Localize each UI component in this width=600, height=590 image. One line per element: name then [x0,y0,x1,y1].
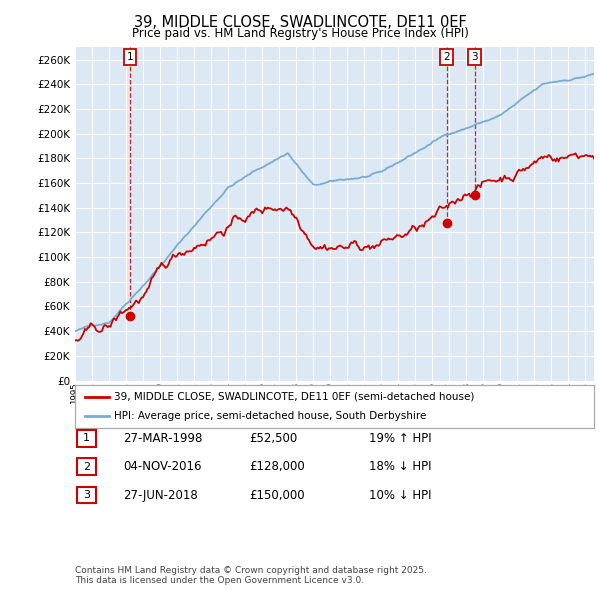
Text: 27-JUN-2018: 27-JUN-2018 [123,489,198,502]
FancyBboxPatch shape [77,487,96,503]
Text: 19% ↑ HPI: 19% ↑ HPI [369,432,431,445]
Text: HPI: Average price, semi-detached house, South Derbyshire: HPI: Average price, semi-detached house,… [114,411,426,421]
Text: 10% ↓ HPI: 10% ↓ HPI [369,489,431,502]
Text: Price paid vs. HM Land Registry's House Price Index (HPI): Price paid vs. HM Land Registry's House … [131,27,469,40]
Text: 1: 1 [83,434,90,443]
FancyBboxPatch shape [77,430,96,447]
Text: 1: 1 [127,52,133,62]
Text: 3: 3 [83,490,90,500]
Text: 18% ↓ HPI: 18% ↓ HPI [369,460,431,473]
Text: £150,000: £150,000 [249,489,305,502]
FancyBboxPatch shape [77,458,96,475]
Text: £52,500: £52,500 [249,432,297,445]
Text: Contains HM Land Registry data © Crown copyright and database right 2025.
This d: Contains HM Land Registry data © Crown c… [75,566,427,585]
Text: 39, MIDDLE CLOSE, SWADLINCOTE, DE11 0EF: 39, MIDDLE CLOSE, SWADLINCOTE, DE11 0EF [134,15,466,30]
Text: 39, MIDDLE CLOSE, SWADLINCOTE, DE11 0EF (semi-detached house): 39, MIDDLE CLOSE, SWADLINCOTE, DE11 0EF … [114,392,475,402]
Text: 3: 3 [471,52,478,62]
Text: £128,000: £128,000 [249,460,305,473]
Text: 27-MAR-1998: 27-MAR-1998 [123,432,202,445]
Text: 2: 2 [83,462,90,471]
Text: 2: 2 [443,52,450,62]
Text: 04-NOV-2016: 04-NOV-2016 [123,460,202,473]
